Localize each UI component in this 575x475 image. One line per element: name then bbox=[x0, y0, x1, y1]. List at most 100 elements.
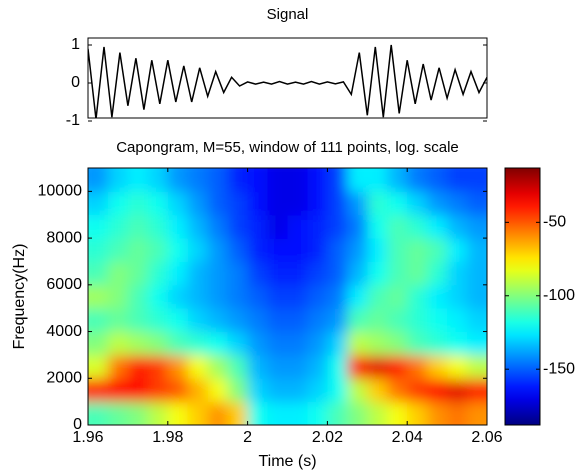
heatmap-area bbox=[88, 168, 487, 425]
heatmap-cell bbox=[147, 401, 169, 425]
heatmap-cell bbox=[347, 401, 368, 425]
heatmap-cell bbox=[447, 284, 468, 309]
axes-box bbox=[87, 167, 488, 426]
heatmap-cell bbox=[167, 168, 189, 192]
y-tick-label: 0 bbox=[73, 416, 82, 433]
heatmap-cell bbox=[247, 354, 269, 379]
heatmap-cell bbox=[267, 191, 288, 216]
heatmap-cell bbox=[227, 168, 249, 192]
heatmap-cell bbox=[387, 308, 408, 333]
heatmap-cell bbox=[347, 284, 368, 309]
x-tick-label: 2.02 bbox=[312, 429, 343, 446]
heatmap-cell bbox=[187, 261, 209, 286]
heatmap-cell bbox=[387, 191, 408, 216]
heatmap-cell bbox=[227, 261, 249, 286]
heatmap-cell bbox=[307, 168, 328, 192]
y-tick-label: 0 bbox=[71, 74, 80, 91]
heatmap-cell bbox=[127, 168, 149, 192]
x-tick-label: 1.96 bbox=[72, 429, 103, 446]
heatmap-cell bbox=[327, 168, 348, 192]
heatmap-cell bbox=[327, 378, 348, 403]
heatmap-cell bbox=[367, 378, 388, 403]
heatmap-cell bbox=[287, 284, 308, 309]
heatmap-cell bbox=[207, 331, 229, 356]
heatmap-cell bbox=[347, 168, 368, 192]
heatmap-cell bbox=[407, 401, 428, 425]
heatmap-cell bbox=[127, 331, 149, 356]
heatmap-cell bbox=[107, 378, 129, 403]
heatmap-cell bbox=[127, 308, 149, 333]
x-tick-label: 2.06 bbox=[471, 429, 502, 446]
heatmap-cell bbox=[127, 284, 149, 309]
heatmap-cell bbox=[347, 354, 368, 379]
heatmap-cell bbox=[447, 378, 468, 403]
heatmap-cell bbox=[407, 214, 428, 239]
heatmap-cell bbox=[387, 238, 408, 262]
heatmap-cell bbox=[127, 238, 149, 262]
heatmap-cell bbox=[327, 214, 348, 239]
heatmap-cell bbox=[407, 378, 428, 403]
colorbar-tick-label: -100 bbox=[543, 287, 575, 304]
heatmap-cell bbox=[347, 238, 368, 262]
heatmap-cell bbox=[88, 331, 109, 356]
heatmap-cell bbox=[447, 168, 468, 192]
heatmap-cell bbox=[88, 191, 109, 216]
heatmap-cell bbox=[327, 308, 348, 333]
chart-title: Signal bbox=[267, 6, 309, 23]
heatmap-cell bbox=[127, 261, 149, 286]
heatmap-cell bbox=[347, 261, 368, 286]
heatmap-cell bbox=[267, 308, 288, 333]
heatmap-cell bbox=[347, 308, 368, 333]
heatmap-cell bbox=[267, 214, 288, 239]
heatmap-cell bbox=[127, 191, 149, 216]
heatmap-cell bbox=[247, 378, 269, 403]
heatmap-cell bbox=[307, 331, 328, 356]
heatmap-cell bbox=[88, 261, 109, 286]
heatmap-cell bbox=[207, 191, 229, 216]
heatmap-cell bbox=[247, 214, 269, 239]
heatmap-cell bbox=[167, 331, 189, 356]
heatmap-cell bbox=[267, 331, 288, 356]
heatmap-cell bbox=[387, 354, 408, 379]
heatmap-cell bbox=[207, 378, 229, 403]
heatmap-cell bbox=[467, 284, 487, 309]
heatmap-cell bbox=[407, 191, 428, 216]
y-tick-label: 10000 bbox=[38, 183, 83, 200]
heatmap-cell bbox=[287, 308, 308, 333]
heatmap-cell bbox=[147, 331, 169, 356]
heatmap-cell bbox=[167, 261, 189, 286]
heatmap-cell bbox=[247, 191, 269, 216]
colorbar bbox=[504, 167, 541, 426]
heatmap-cell bbox=[247, 168, 269, 192]
heatmap-cell bbox=[407, 284, 428, 309]
heatmap-cell bbox=[227, 401, 249, 425]
heatmap-cell bbox=[327, 354, 348, 379]
heatmap-cell bbox=[407, 331, 428, 356]
heatmap-cell bbox=[367, 331, 388, 356]
heatmap-cell bbox=[407, 238, 428, 262]
heatmap-cell bbox=[187, 331, 209, 356]
heatmap-cell bbox=[227, 214, 249, 239]
heatmap-cell bbox=[307, 308, 328, 333]
heatmap-cell bbox=[88, 214, 109, 239]
heatmap-cell bbox=[267, 354, 288, 379]
heatmap-cell bbox=[267, 261, 288, 286]
heatmap-cell bbox=[447, 191, 468, 216]
heatmap-cell bbox=[187, 354, 209, 379]
heatmap-cell bbox=[447, 401, 468, 425]
heatmap-cell bbox=[88, 238, 109, 262]
heatmap-cell bbox=[88, 168, 109, 192]
heatmap-cell bbox=[427, 401, 448, 425]
heatmap-cell bbox=[127, 401, 149, 425]
heatmap-cell bbox=[167, 191, 189, 216]
x-axis-label: Time (s) bbox=[258, 453, 316, 470]
heatmap-cell bbox=[287, 331, 308, 356]
heatmap-cell bbox=[367, 214, 388, 239]
heatmap-cell bbox=[267, 378, 288, 403]
heatmap-cell bbox=[167, 354, 189, 379]
heatmap-cell bbox=[127, 378, 149, 403]
heatmap-cell bbox=[307, 284, 328, 309]
heatmap-cell bbox=[107, 238, 129, 262]
heatmap-cell bbox=[447, 354, 468, 379]
heatmap-cell bbox=[187, 284, 209, 309]
